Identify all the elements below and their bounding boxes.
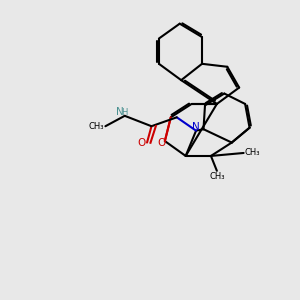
Text: O: O bbox=[138, 138, 146, 148]
Text: N: N bbox=[116, 107, 123, 117]
Text: O: O bbox=[157, 139, 165, 148]
Text: CH₃: CH₃ bbox=[209, 172, 225, 181]
Text: H: H bbox=[122, 108, 128, 117]
Text: N: N bbox=[192, 122, 200, 132]
Text: CH₃: CH₃ bbox=[89, 122, 104, 131]
Text: CH₃: CH₃ bbox=[245, 148, 260, 158]
